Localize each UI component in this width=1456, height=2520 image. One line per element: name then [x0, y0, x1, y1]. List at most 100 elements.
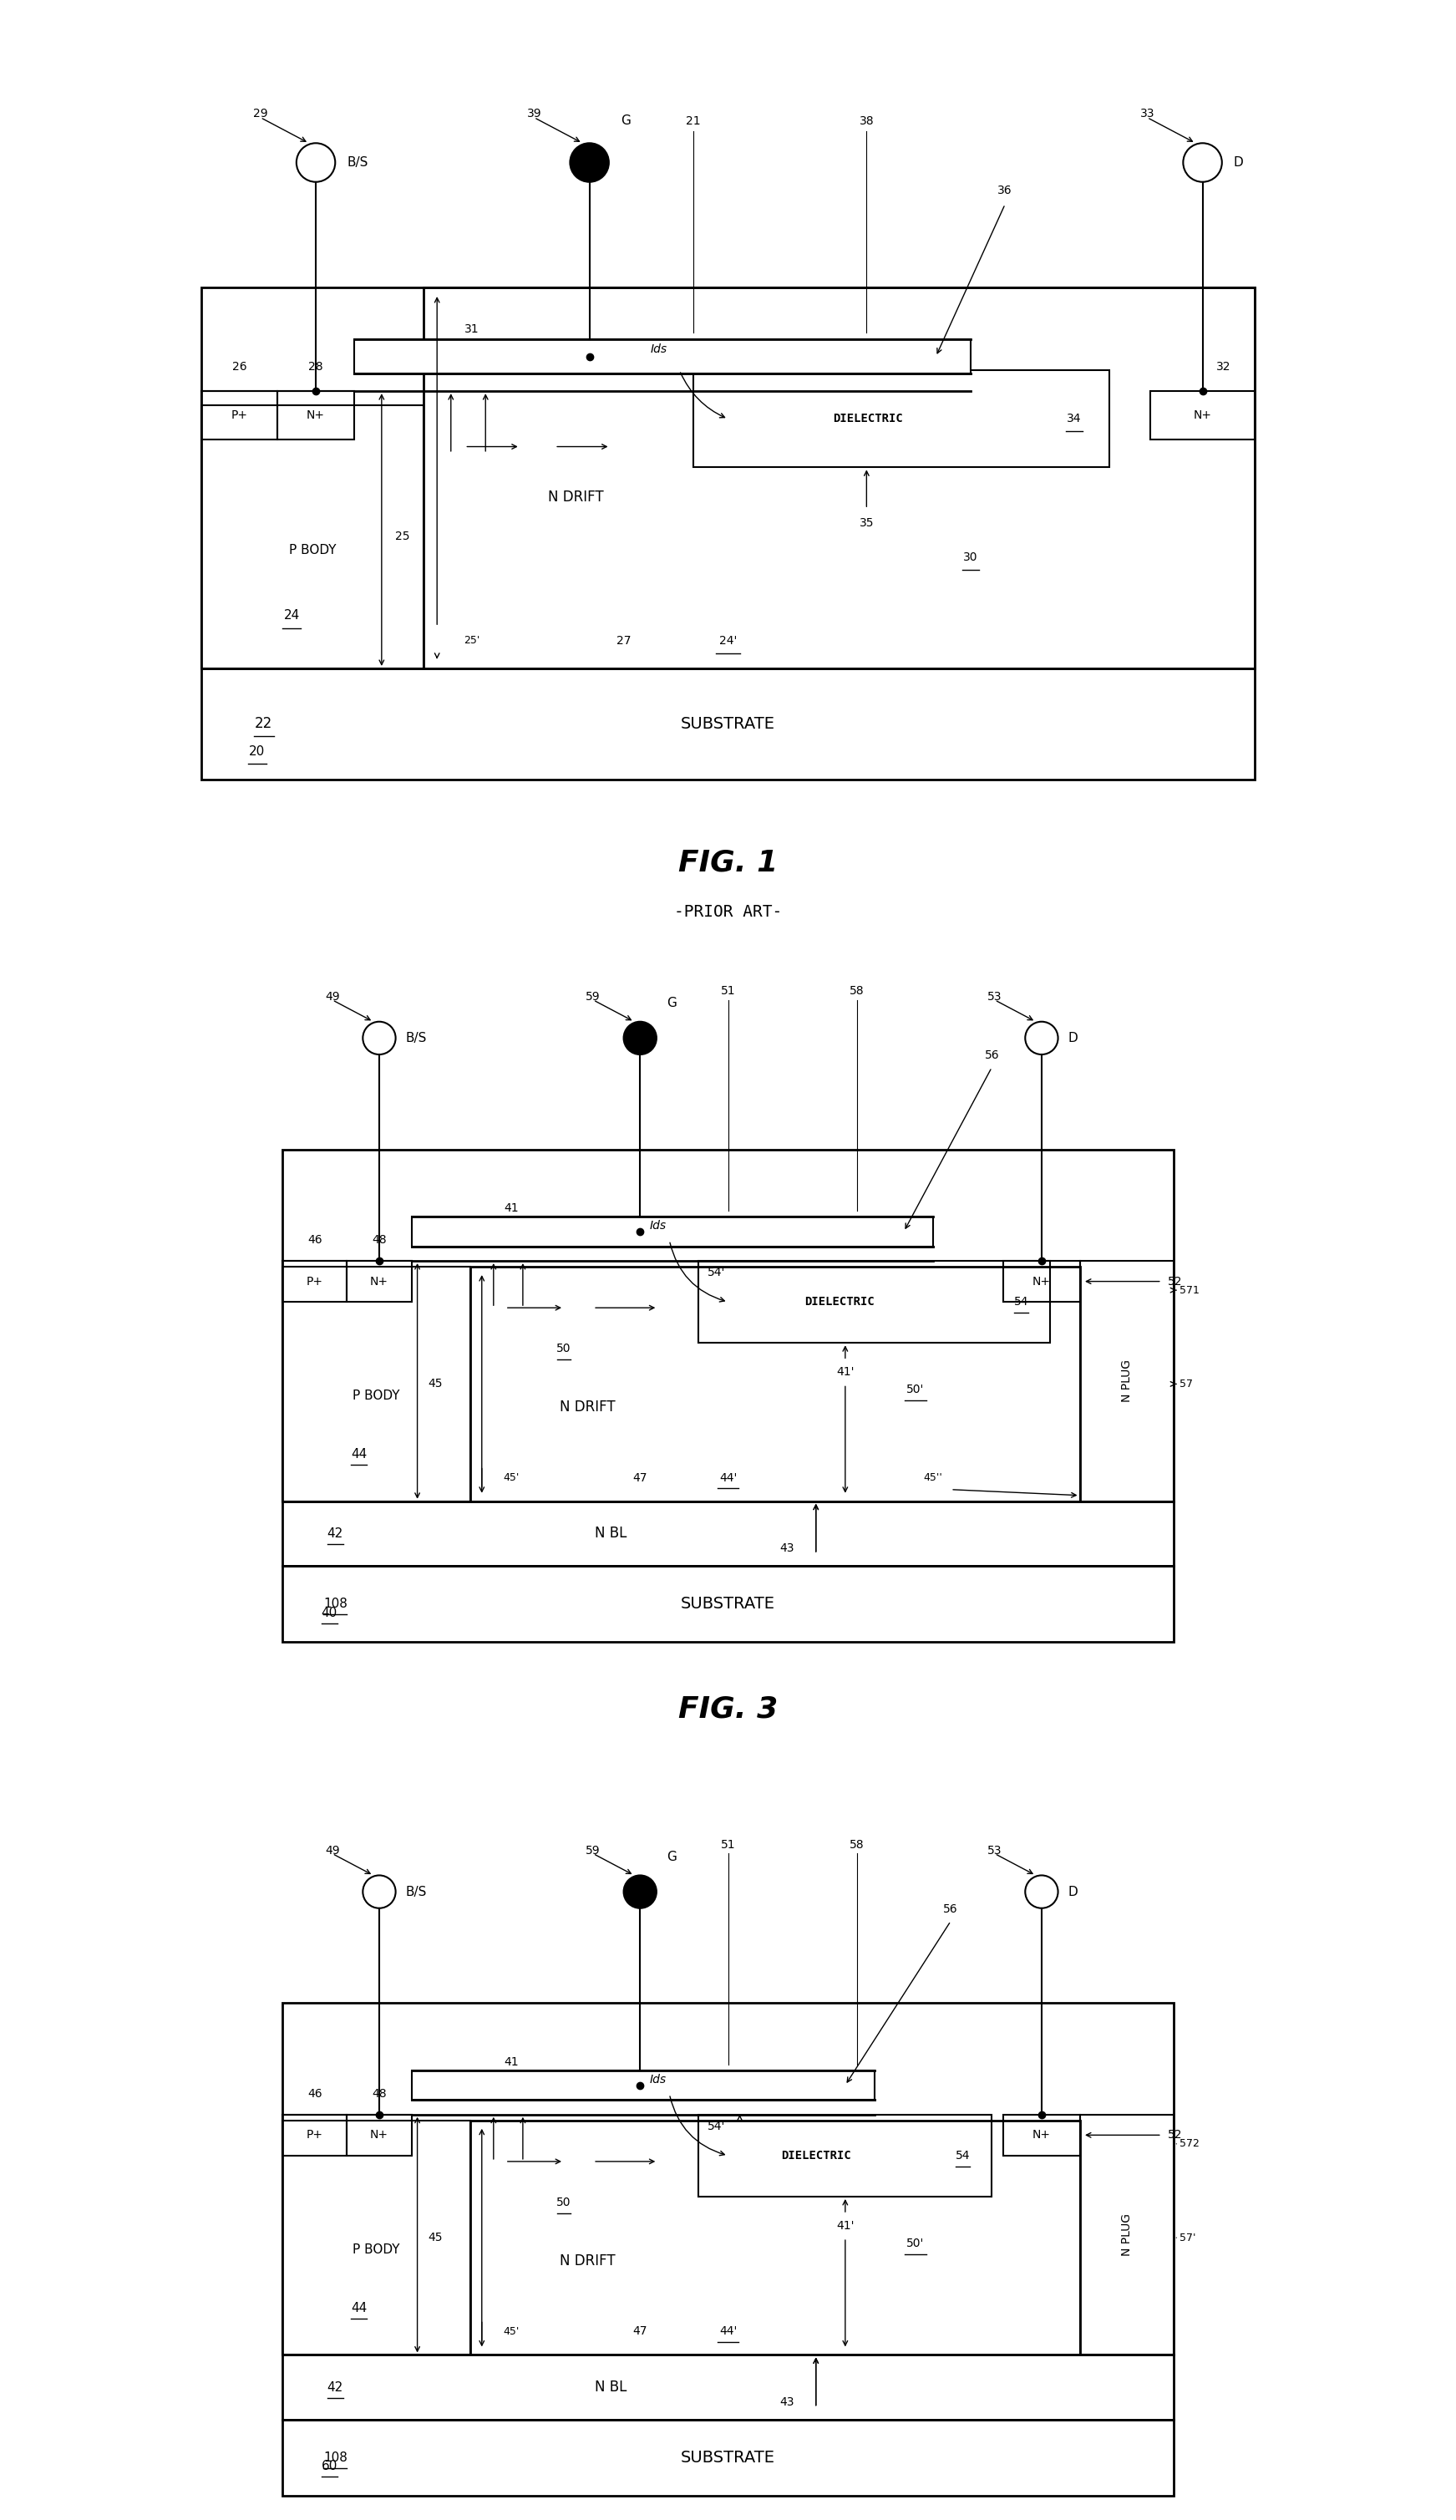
- Text: 54: 54: [955, 2150, 970, 2162]
- Text: N+: N+: [307, 411, 325, 421]
- Text: 44: 44: [351, 2301, 367, 2313]
- Bar: [699, 2114, 992, 2197]
- Text: 43: 43: [779, 1542, 794, 1555]
- Text: DIELECTRIC: DIELECTRIC: [804, 1295, 875, 1308]
- Bar: [282, 2003, 1174, 2356]
- Text: N BL: N BL: [594, 1527, 626, 1542]
- Text: 43: 43: [779, 2397, 794, 2407]
- Text: 25': 25': [463, 635, 480, 645]
- Text: 39: 39: [527, 108, 542, 121]
- Bar: [1150, 391, 1255, 438]
- Bar: [282, 1268, 470, 1502]
- Text: SUBSTRATE: SUBSTRATE: [681, 716, 775, 731]
- Text: 44': 44': [719, 2326, 737, 2339]
- Text: N DRIFT: N DRIFT: [559, 2253, 614, 2268]
- Text: 20: 20: [249, 746, 265, 759]
- Text: 54': 54': [708, 1268, 725, 1278]
- Text: N DRIFT: N DRIFT: [547, 489, 603, 504]
- Text: 59: 59: [585, 990, 600, 1003]
- Text: 50: 50: [556, 2197, 571, 2208]
- Text: 571: 571: [1179, 1285, 1200, 1295]
- Text: D: D: [1233, 156, 1243, 169]
- Bar: [282, 2419, 1174, 2495]
- Bar: [347, 2114, 412, 2155]
- Text: 42: 42: [328, 2381, 344, 2394]
- Text: 30: 30: [964, 552, 978, 564]
- Bar: [412, 2071, 875, 2099]
- Text: 36: 36: [997, 184, 1012, 197]
- Bar: [354, 340, 971, 373]
- Text: B/S: B/S: [406, 1885, 427, 1898]
- Bar: [1080, 2114, 1174, 2356]
- Text: 50': 50': [907, 1383, 925, 1396]
- Text: 54': 54': [708, 2119, 725, 2132]
- Text: P+: P+: [306, 1275, 323, 1288]
- Text: P BODY: P BODY: [288, 544, 336, 557]
- Bar: [201, 406, 424, 668]
- Text: 24: 24: [284, 610, 300, 622]
- Text: 45: 45: [428, 2233, 443, 2243]
- Text: Ids: Ids: [649, 1220, 665, 1232]
- Circle shape: [623, 1875, 657, 1908]
- Text: 56: 56: [984, 1051, 999, 1061]
- Text: 35: 35: [859, 517, 874, 529]
- Text: 34: 34: [1067, 413, 1082, 426]
- Text: 51: 51: [721, 1840, 735, 1850]
- Text: Ids: Ids: [651, 343, 667, 355]
- Text: 47: 47: [633, 2326, 648, 2339]
- Text: 57': 57': [1179, 2233, 1195, 2243]
- Text: 26: 26: [233, 360, 248, 373]
- Text: 40: 40: [322, 1605, 338, 1618]
- Bar: [282, 1260, 347, 1303]
- Bar: [412, 1217, 933, 1247]
- Text: G: G: [620, 116, 630, 126]
- Text: P+: P+: [306, 2129, 323, 2142]
- Text: G: G: [667, 1850, 677, 1862]
- Text: SUBSTRATE: SUBSTRATE: [681, 2449, 775, 2465]
- Text: Ids: Ids: [649, 2074, 665, 2084]
- Bar: [347, 1260, 412, 1303]
- Text: 53: 53: [987, 990, 1002, 1003]
- Text: 108: 108: [323, 1598, 348, 1610]
- Bar: [201, 287, 1255, 668]
- Text: N DRIFT: N DRIFT: [559, 1401, 614, 1414]
- Text: P BODY: P BODY: [352, 2243, 400, 2255]
- Text: B/S: B/S: [406, 1031, 427, 1043]
- Text: 33: 33: [1140, 108, 1155, 121]
- Text: -PRIOR ART-: -PRIOR ART-: [674, 905, 782, 920]
- Text: 24': 24': [719, 635, 737, 648]
- Bar: [470, 2119, 1080, 2356]
- Bar: [699, 1260, 1050, 1343]
- Text: B/S: B/S: [347, 156, 368, 169]
- Bar: [282, 2114, 347, 2155]
- Circle shape: [623, 1021, 657, 1053]
- Text: 108: 108: [323, 2452, 348, 2465]
- Bar: [201, 668, 1255, 779]
- Text: 21: 21: [686, 116, 700, 126]
- Text: 25: 25: [395, 532, 409, 542]
- Text: D: D: [1069, 1031, 1077, 1043]
- Text: 572: 572: [1179, 2139, 1200, 2150]
- Text: 50: 50: [556, 1343, 571, 1356]
- Text: N+: N+: [370, 2129, 389, 2142]
- Bar: [278, 391, 354, 438]
- Text: 60: 60: [322, 2460, 338, 2472]
- Bar: [282, 2119, 470, 2356]
- Text: DIELECTRIC: DIELECTRIC: [833, 413, 903, 426]
- Text: 28: 28: [309, 360, 323, 373]
- Text: N BL: N BL: [594, 2379, 626, 2394]
- Text: 45': 45': [502, 2326, 520, 2336]
- Text: 41: 41: [504, 1202, 518, 1215]
- Text: N+: N+: [1194, 411, 1211, 421]
- Bar: [1080, 1260, 1174, 1502]
- Text: 45: 45: [428, 1378, 443, 1391]
- Text: 47: 47: [633, 1472, 648, 1484]
- Text: 48: 48: [371, 2089, 387, 2099]
- Text: 44': 44': [719, 1472, 737, 1484]
- Text: D: D: [1069, 1885, 1077, 1898]
- Text: 31: 31: [464, 323, 479, 335]
- Text: 46: 46: [307, 1235, 322, 1247]
- Text: 57: 57: [1179, 1378, 1192, 1389]
- Text: 53: 53: [987, 1845, 1002, 1857]
- Text: 38: 38: [859, 116, 874, 126]
